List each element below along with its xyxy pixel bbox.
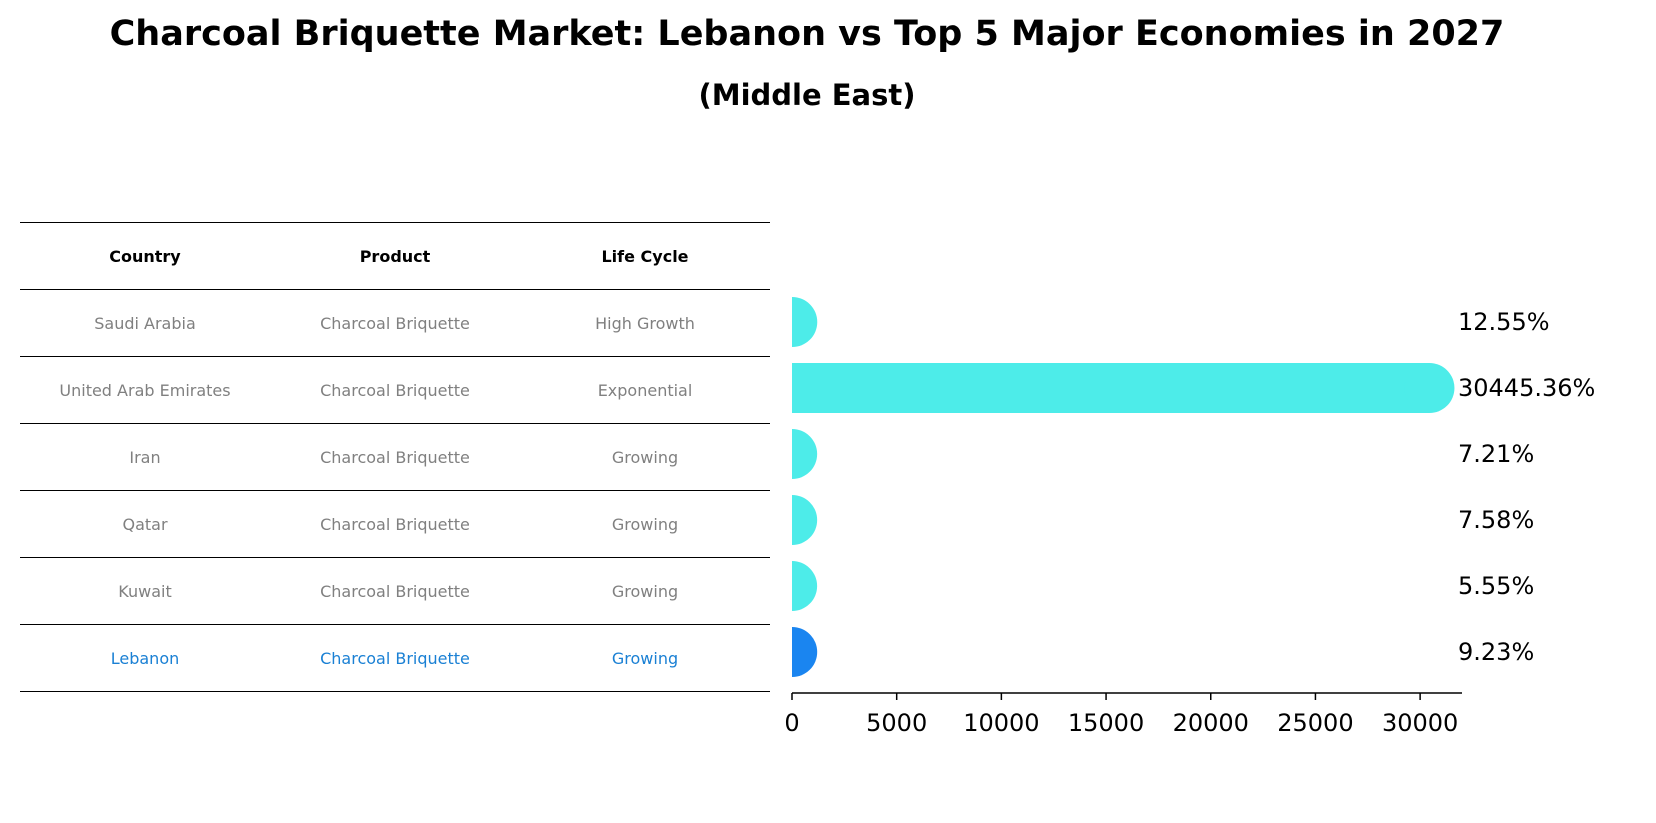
cell-life-cycle: Growing xyxy=(611,648,679,668)
x-tick-label: 25000 xyxy=(1277,709,1353,737)
cell-product: Charcoal Briquette xyxy=(320,313,470,333)
cell-life-cycle: Exponential xyxy=(597,380,693,400)
cell-country: Kuwait xyxy=(118,581,172,601)
table-row-highlighted: Lebanon Charcoal Briquette Growing xyxy=(20,624,770,692)
chart-subtitle: (Middle East) xyxy=(698,78,916,112)
x-tick-label: 30000 xyxy=(1382,709,1458,737)
bar-value-label: 7.21% xyxy=(1458,440,1534,468)
x-tick-label: 5000 xyxy=(866,709,927,737)
x-tick-label: 20000 xyxy=(1173,709,1249,737)
bar-kuwait xyxy=(792,561,818,611)
cell-product: Charcoal Briquette xyxy=(320,447,470,467)
table-row: Saudi Arabia Charcoal Briquette High Gro… xyxy=(20,289,770,356)
cell-product: Charcoal Briquette xyxy=(320,380,470,400)
bar-united-arab-emirates xyxy=(792,363,1455,413)
cell-country: Iran xyxy=(129,447,161,467)
cell-country: Saudi Arabia xyxy=(94,313,196,333)
cell-product: Charcoal Briquette xyxy=(320,648,470,668)
cell-country: United Arab Emirates xyxy=(59,380,231,400)
cell-product: Charcoal Briquette xyxy=(320,581,470,601)
x-tick-label: 0 xyxy=(784,709,799,737)
x-tick-label: 10000 xyxy=(963,709,1039,737)
cell-product: Charcoal Briquette xyxy=(320,514,470,534)
table-row: Iran Charcoal Briquette Growing xyxy=(20,423,770,490)
bar-value-label: 30445.36% xyxy=(1458,374,1595,402)
cell-life-cycle: Growing xyxy=(611,514,679,534)
cell-country: Lebanon xyxy=(110,648,180,668)
cell-country: Qatar xyxy=(122,514,168,534)
table-row: Qatar Charcoal Briquette Growing xyxy=(20,490,770,557)
bar-qatar xyxy=(792,495,818,545)
table-row: United Arab Emirates Charcoal Briquette … xyxy=(20,356,770,423)
table-row: Kuwait Charcoal Briquette Growing xyxy=(20,557,770,624)
bar-lebanon xyxy=(792,627,818,677)
bar-value-label: 12.55% xyxy=(1458,308,1550,336)
header-product: Product xyxy=(359,246,431,266)
table-header-row: Country Product Life Cycle xyxy=(20,222,770,289)
cell-life-cycle: High Growth xyxy=(595,313,695,333)
bar-value-label: 9.23% xyxy=(1458,638,1534,666)
header-life-cycle: Life Cycle xyxy=(601,246,689,266)
bar-value-label: 5.55% xyxy=(1458,572,1534,600)
data-table: Country Product Life Cycle Saudi Arabia … xyxy=(20,222,770,692)
cell-life-cycle: Growing xyxy=(611,581,679,601)
bar-saudi-arabia xyxy=(792,297,818,347)
bar-iran xyxy=(792,429,818,479)
header-country: Country xyxy=(109,246,181,266)
bar-value-label: 7.58% xyxy=(1458,506,1534,534)
bar-chart: 12.55% 30445.36% 7.21% 7.58% 5.55% 9.23% 0 5000… xyxy=(784,297,1595,737)
x-tick-label: 15000 xyxy=(1068,709,1144,737)
chart-title: Charcoal Briquette Market: Lebanon vs To… xyxy=(109,14,1505,54)
cell-life-cycle: Growing xyxy=(611,447,679,467)
